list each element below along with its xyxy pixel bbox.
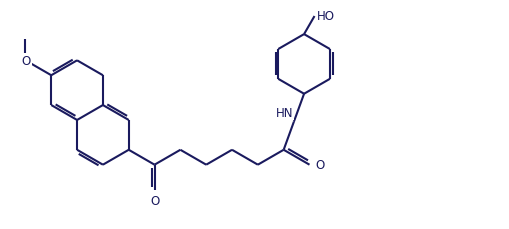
Text: HN: HN	[275, 106, 293, 119]
Text: HO: HO	[317, 9, 334, 22]
Text: O: O	[315, 158, 324, 172]
Text: O: O	[22, 55, 31, 68]
Text: O: O	[150, 194, 159, 207]
